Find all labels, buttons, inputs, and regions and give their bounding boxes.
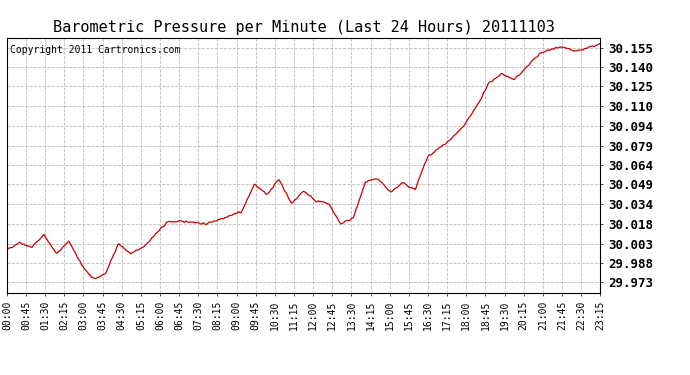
Text: Copyright 2011 Cartronics.com: Copyright 2011 Cartronics.com bbox=[10, 45, 180, 55]
Title: Barometric Pressure per Minute (Last 24 Hours) 20111103: Barometric Pressure per Minute (Last 24 … bbox=[52, 20, 555, 35]
